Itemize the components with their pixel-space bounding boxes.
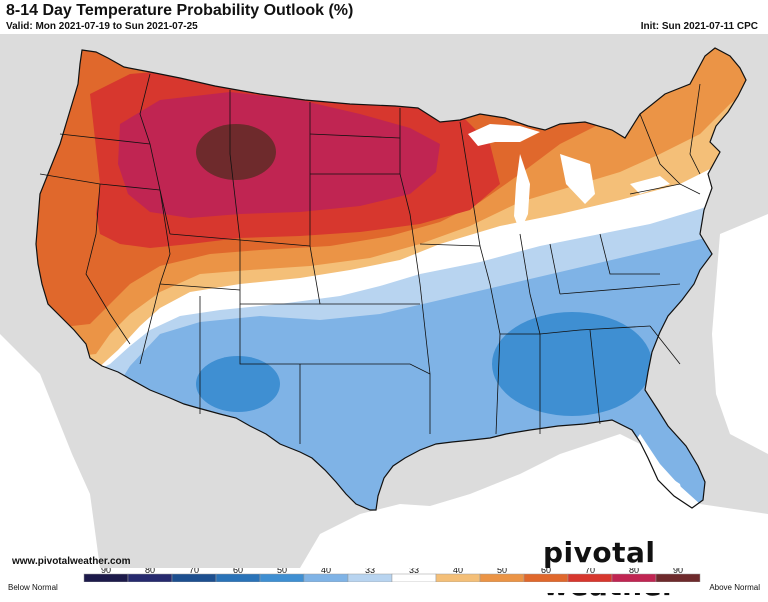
outlook-map [0, 34, 768, 568]
lake-huron [560, 154, 595, 204]
legend-above-label: Above Normal [709, 583, 760, 592]
legend-swatch [171, 573, 217, 582]
legend-below-label: Below Normal [8, 583, 58, 592]
valid-period-text: Valid: Mon 2021-07-19 to Sun 2021-07-25 [6, 21, 198, 32]
legend-swatch [215, 573, 261, 582]
legend-swatch [83, 573, 129, 582]
legend-swatch [435, 573, 481, 582]
legend-tick-label: 80 [629, 568, 639, 575]
legend-tick-label: 90 [101, 568, 111, 575]
lake-ontario [630, 176, 670, 194]
legend-scale: 90 80 70 60 50 40 33 33 40 50 60 70 80 90 [83, 568, 701, 582]
legend-tick-label: 50 [277, 568, 287, 575]
legend-swatch [259, 573, 305, 582]
legend-swatch [523, 573, 569, 582]
legend-swatch [347, 573, 393, 582]
legend-tick-label: 70 [585, 568, 595, 575]
legend: 90 80 70 60 50 40 33 33 40 50 60 70 80 90 Below Norma… [0, 568, 768, 593]
legend-tick-label: 70 [189, 568, 199, 575]
legend-swatch [611, 573, 657, 582]
legend-tick-label: 80 [145, 568, 155, 575]
legend-tick-label: 40 [453, 568, 463, 575]
legend-tick-label: 40 [321, 568, 331, 575]
legend-tick-label: 50 [497, 568, 507, 575]
legend-swatch [127, 573, 173, 582]
legend-swatch [479, 573, 525, 582]
init-date-text: Init: Sun 2021-07-11 CPC [640, 21, 758, 32]
lake-erie [570, 210, 625, 234]
legend-swatch [303, 573, 349, 582]
legend-tick-label: 60 [233, 568, 243, 575]
legend-tick-label: 33 [365, 568, 375, 575]
legend-tick-label: 60 [541, 568, 551, 575]
legend-swatch [391, 573, 437, 582]
lake-superior [468, 124, 540, 146]
legend-tick-label: 90 [673, 568, 683, 575]
website-url: www.pivotalweather.com [12, 556, 131, 567]
legend-swatch [567, 573, 613, 582]
us-outline [35, 47, 747, 511]
legend-swatch [655, 573, 701, 582]
map-title: 8-14 Day Temperature Probability Outlook… [6, 2, 354, 19]
legend-tick-label: 33 [409, 568, 419, 575]
lake-michigan [514, 154, 530, 232]
state-borders [39, 73, 701, 444]
